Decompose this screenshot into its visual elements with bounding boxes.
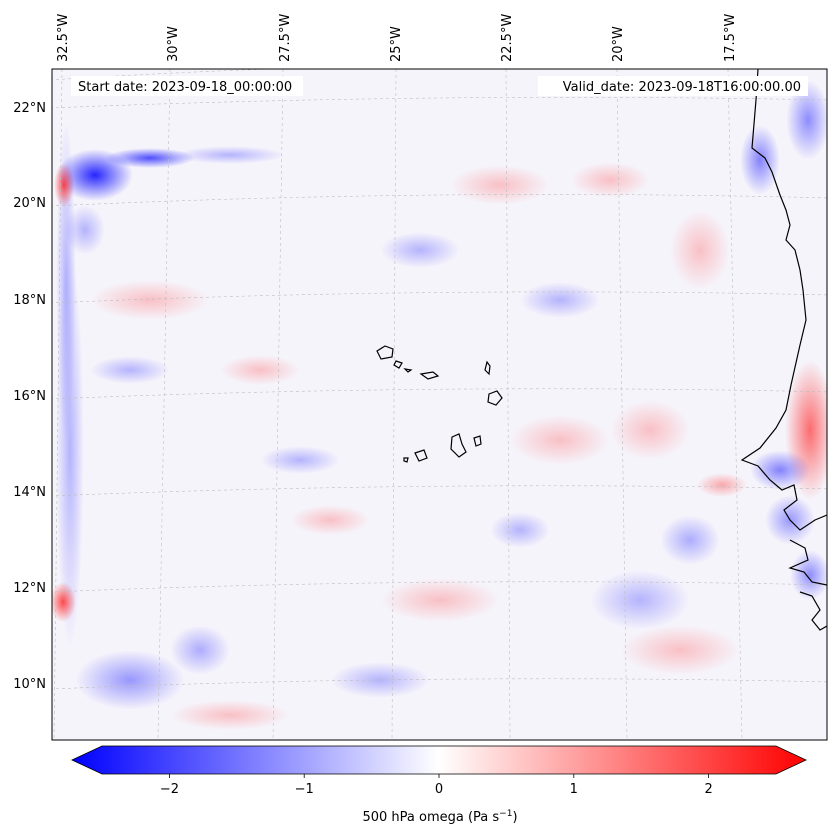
lat-label: 10°N — [13, 677, 46, 692]
cape-verde-santiago — [450, 433, 467, 458]
omega-field — [52, 69, 827, 740]
colorbar-tick-label: 2 — [704, 782, 712, 797]
lat-label: 12°N — [13, 581, 46, 596]
cape-verde-santo-antao — [376, 345, 394, 360]
lon-label: 32.5°W — [56, 14, 71, 62]
start-date-text: Start date: 2023-09-18_00:00:00 — [78, 80, 292, 95]
cape-verde-maio — [473, 435, 482, 447]
lat-label: 14°N — [13, 485, 46, 500]
omega-strong-anomalies — [52, 80, 827, 710]
lat-label: 20°N — [13, 196, 46, 211]
colorbar: −2 −1 0 1 2 500 hPa omega (Pa s−1) — [71, 745, 807, 825]
cape-verde-sao-vicente — [393, 360, 403, 369]
valid-date-box: Valid_date: 2023-09-18T16:00:00.00 — [538, 76, 808, 96]
cape-verde-boa-vista — [487, 390, 503, 406]
cape-verde-sao-nicolau — [419, 371, 440, 380]
lat-label: 18°N — [13, 293, 46, 308]
colorbar-label: 500 hPa omega (Pa s−1) — [362, 809, 517, 825]
cape-verde-santa-luzia — [403, 368, 413, 373]
lon-label: 17.5°W — [723, 14, 738, 62]
lon-label: 27.5°W — [278, 14, 293, 62]
valid-date-text: Valid_date: 2023-09-18T16:00:00.00 — [563, 80, 801, 95]
colorbar-tick-label: −2 — [160, 782, 179, 797]
colorbar-tick-label: 0 — [435, 782, 443, 797]
lat-label: 22°N — [13, 101, 46, 116]
lon-label: 25°W — [389, 26, 404, 62]
cape-verde-fogo — [414, 449, 428, 462]
lat-labels: 22°N 20°N 18°N 16°N 14°N 12°N 10°N — [13, 101, 46, 692]
lon-label: 30°W — [166, 26, 181, 62]
omega-weak-anomalies — [56, 120, 740, 730]
coastline — [376, 69, 827, 631]
colorbar-tick-label: 1 — [570, 782, 578, 797]
colorbar-ticks: −2 −1 0 1 2 — [160, 774, 713, 797]
graticule — [52, 69, 827, 740]
lat-label: 16°N — [13, 389, 46, 404]
colorbar-label-exponent: −1 — [499, 809, 512, 819]
colorbar-tick-label: −1 — [295, 782, 314, 797]
colorbar-label-close: ) — [512, 810, 517, 825]
lon-labels: 32.5°W 30°W 27.5°W 25°W 22.5°W 20°W 17.5… — [56, 14, 738, 62]
lon-label: 22.5°W — [500, 14, 515, 62]
cape-verde-sal — [484, 360, 491, 376]
africa-coastline — [740, 69, 827, 631]
cape-verde-brava — [403, 457, 409, 463]
lon-label: 20°W — [611, 26, 626, 62]
start-date-box: Start date: 2023-09-18_00:00:00 — [71, 76, 303, 96]
colorbar-bar — [71, 745, 807, 775]
colorbar-label-main: 500 hPa omega (Pa s — [362, 810, 499, 825]
map-frame — [51, 68, 828, 741]
